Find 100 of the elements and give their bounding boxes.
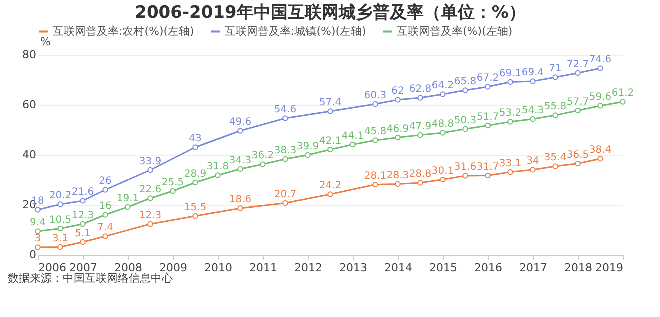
data-label: 59.6 — [589, 92, 612, 103]
point — [102, 212, 108, 218]
x-tick-label: 2015 — [430, 262, 458, 274]
data-label: 24.2 — [319, 180, 342, 192]
data-label: 42.1 — [319, 136, 342, 147]
data-label: 64.2 — [432, 80, 454, 92]
legend-label: 互联网普及率:城镇(%)(左轴) — [225, 24, 366, 38]
point — [125, 204, 131, 210]
source-note: 数据来源：中国互联网络信息中心 — [8, 272, 173, 285]
data-label: 39.9 — [296, 141, 320, 152]
point — [80, 198, 86, 204]
point — [575, 70, 581, 76]
point — [238, 128, 244, 134]
point — [395, 181, 401, 188]
data-label: 45.8 — [364, 126, 387, 138]
data-label: 33.9 — [139, 156, 162, 168]
point — [148, 221, 154, 228]
point — [260, 162, 266, 168]
point — [508, 119, 514, 125]
point — [282, 156, 288, 162]
point — [350, 142, 356, 148]
y-tick-label: 60 — [22, 98, 36, 112]
data-label: 67.2 — [476, 73, 500, 84]
data-label: 31.7 — [476, 162, 500, 173]
point — [508, 79, 514, 86]
point — [530, 167, 536, 173]
point — [305, 152, 311, 158]
data-label: 47.9 — [409, 121, 432, 132]
point — [418, 95, 424, 101]
point — [282, 200, 288, 206]
point — [80, 221, 86, 228]
legend-label: 互联网普及率(%)(左轴) — [397, 24, 513, 38]
data-label: 30.1 — [432, 166, 454, 177]
data-label: 33.1 — [499, 158, 522, 170]
chart-title: 2006-2019年中国互联网城乡普及率（单位：%） — [135, 2, 526, 23]
data-label: 28.3 — [386, 170, 410, 182]
data-label: 43 — [189, 134, 202, 144]
data-label: 12.3 — [72, 210, 94, 222]
point — [58, 244, 64, 250]
data-label: 60.3 — [364, 90, 387, 102]
data-label: 38.4 — [589, 145, 612, 156]
data-label: 57.7 — [566, 96, 590, 108]
point — [372, 101, 378, 108]
point — [238, 166, 244, 172]
data-label: 28.1 — [364, 170, 387, 182]
y-axis-title: % — [40, 36, 51, 48]
x-tick-label: 2019 — [596, 262, 624, 274]
point — [395, 134, 401, 141]
point — [102, 187, 108, 193]
point — [552, 74, 558, 80]
data-label: 71 — [549, 64, 562, 74]
point — [148, 196, 154, 202]
data-label: 12.3 — [139, 210, 162, 222]
point — [372, 138, 378, 144]
data-label: 34.3 — [229, 155, 252, 166]
x-tick-label: 2014 — [384, 262, 412, 274]
legend-label: 互联网普及率:农村(%)(左轴) — [53, 24, 194, 38]
point — [395, 97, 401, 103]
data-label: 34 — [526, 156, 540, 167]
data-label: 10.5 — [49, 214, 72, 226]
point — [170, 188, 176, 194]
x-tick-label: 2013 — [340, 262, 368, 274]
data-label: 21.6 — [72, 187, 94, 198]
point — [598, 156, 604, 162]
data-label: 44.1 — [342, 130, 364, 142]
data-label: 35.4 — [544, 152, 567, 164]
data-label: 5.1 — [75, 228, 91, 240]
data-label: 20.7 — [274, 189, 297, 200]
x-tick-label: 2007 — [70, 262, 98, 274]
data-label: 3.1 — [52, 233, 68, 244]
data-label: 31.6 — [454, 162, 477, 173]
data-label: 54.3 — [522, 105, 544, 116]
data-label: 69.4 — [522, 68, 544, 78]
point — [485, 172, 491, 179]
x-tick-label: 2011 — [250, 262, 278, 274]
point — [35, 228, 41, 234]
x-tick-label: 2009 — [160, 262, 188, 274]
point — [372, 182, 378, 188]
data-label: 20.2 — [49, 190, 72, 202]
data-label: 57.4 — [319, 98, 342, 108]
data-label: 62 — [392, 86, 404, 97]
point — [418, 132, 424, 138]
point — [102, 234, 108, 240]
data-label: 74.6 — [589, 54, 612, 66]
data-label: 48.8 — [432, 119, 454, 130]
y-tick-label: 80 — [22, 48, 36, 62]
data-label: 28.8 — [409, 169, 432, 180]
point — [440, 130, 446, 136]
point — [485, 84, 491, 90]
data-label: 38.3 — [274, 145, 297, 156]
point — [530, 116, 536, 122]
point — [192, 180, 198, 186]
x-tick-label: 2018 — [564, 262, 592, 274]
data-label: 46.9 — [386, 124, 410, 135]
point — [440, 92, 446, 98]
point — [35, 207, 41, 213]
point — [35, 244, 41, 250]
data-label: 49.6 — [229, 117, 252, 128]
point — [418, 180, 424, 186]
data-label: 50.3 — [454, 115, 477, 126]
